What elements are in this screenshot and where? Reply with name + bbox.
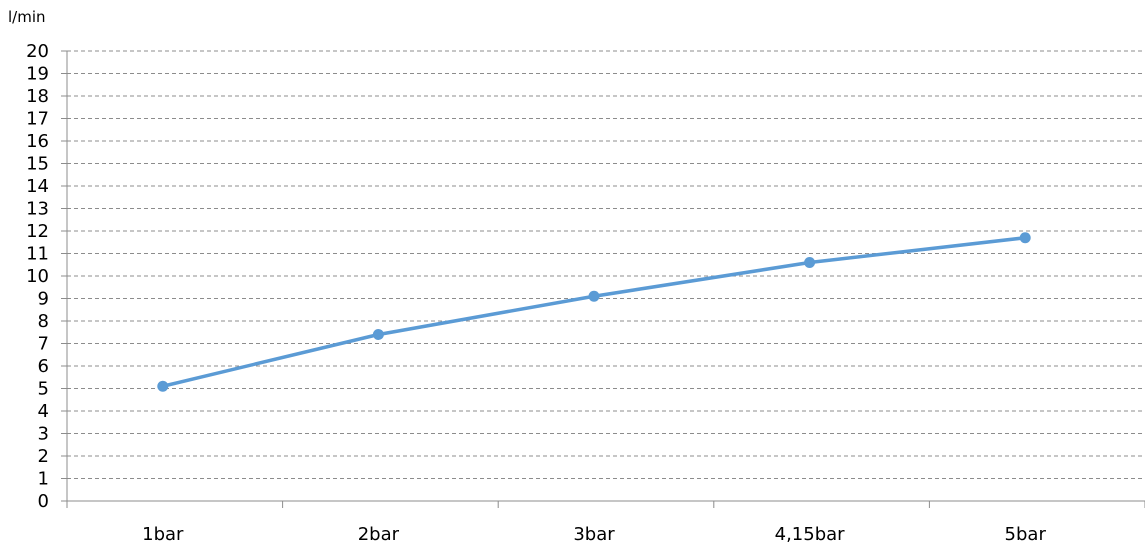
y-tick-label-13: 13 (26, 199, 49, 220)
y-tick-label-19: 19 (26, 64, 49, 85)
y-tick-label-0: 0 (38, 491, 49, 512)
data-point-0-0 (157, 380, 169, 392)
x-tick-labels: 1bar 2bar 3bar 4,15bar 5bar (142, 524, 1046, 543)
x-tick-label-3: 4,15bar (775, 524, 846, 543)
y-tick-label-11: 11 (26, 244, 49, 265)
x-tick-label-4: 5bar (1005, 524, 1047, 543)
data-point-0-1 (372, 329, 384, 340)
y-tick-label-8: 8 (38, 311, 49, 332)
y-tick-label-9: 9 (38, 289, 49, 310)
x-tick-label-2: 3bar (573, 524, 615, 543)
x-tick-label-1: 2bar (358, 524, 400, 543)
y-tick-label-5: 5 (38, 379, 49, 400)
y-tick-label-14: 14 (26, 176, 49, 197)
y-tick-label-6: 6 (38, 356, 49, 377)
y-tick-label-7: 7 (38, 334, 49, 355)
y-tick-label-12: 12 (26, 221, 49, 242)
y-tick-label-17: 17 (26, 109, 49, 130)
y-tick-label-15: 15 (26, 154, 49, 175)
data-point-0-2 (588, 290, 600, 302)
axes (61, 50, 1145, 508)
data-point-0-3 (804, 257, 816, 268)
y-tick-label-1: 1 (38, 469, 49, 490)
x-tick-label-0: 1bar (142, 524, 184, 543)
y-tick-label-4: 4 (38, 401, 49, 422)
y-axis-label: l/min (8, 8, 46, 26)
y-tick-label-3: 3 (38, 424, 49, 445)
data-series (157, 232, 1031, 392)
y-tick-label-16: 16 (26, 131, 49, 152)
y-tick-label-10: 10 (26, 266, 49, 287)
y-tick-label-2: 2 (38, 446, 49, 467)
y-tick-label-18: 18 (26, 86, 49, 107)
data-point-0-4 (1019, 232, 1031, 244)
y-tick-label-20: 20 (26, 41, 49, 62)
gridlines (67, 50, 1145, 479)
series-line-0 (161, 236, 1027, 388)
